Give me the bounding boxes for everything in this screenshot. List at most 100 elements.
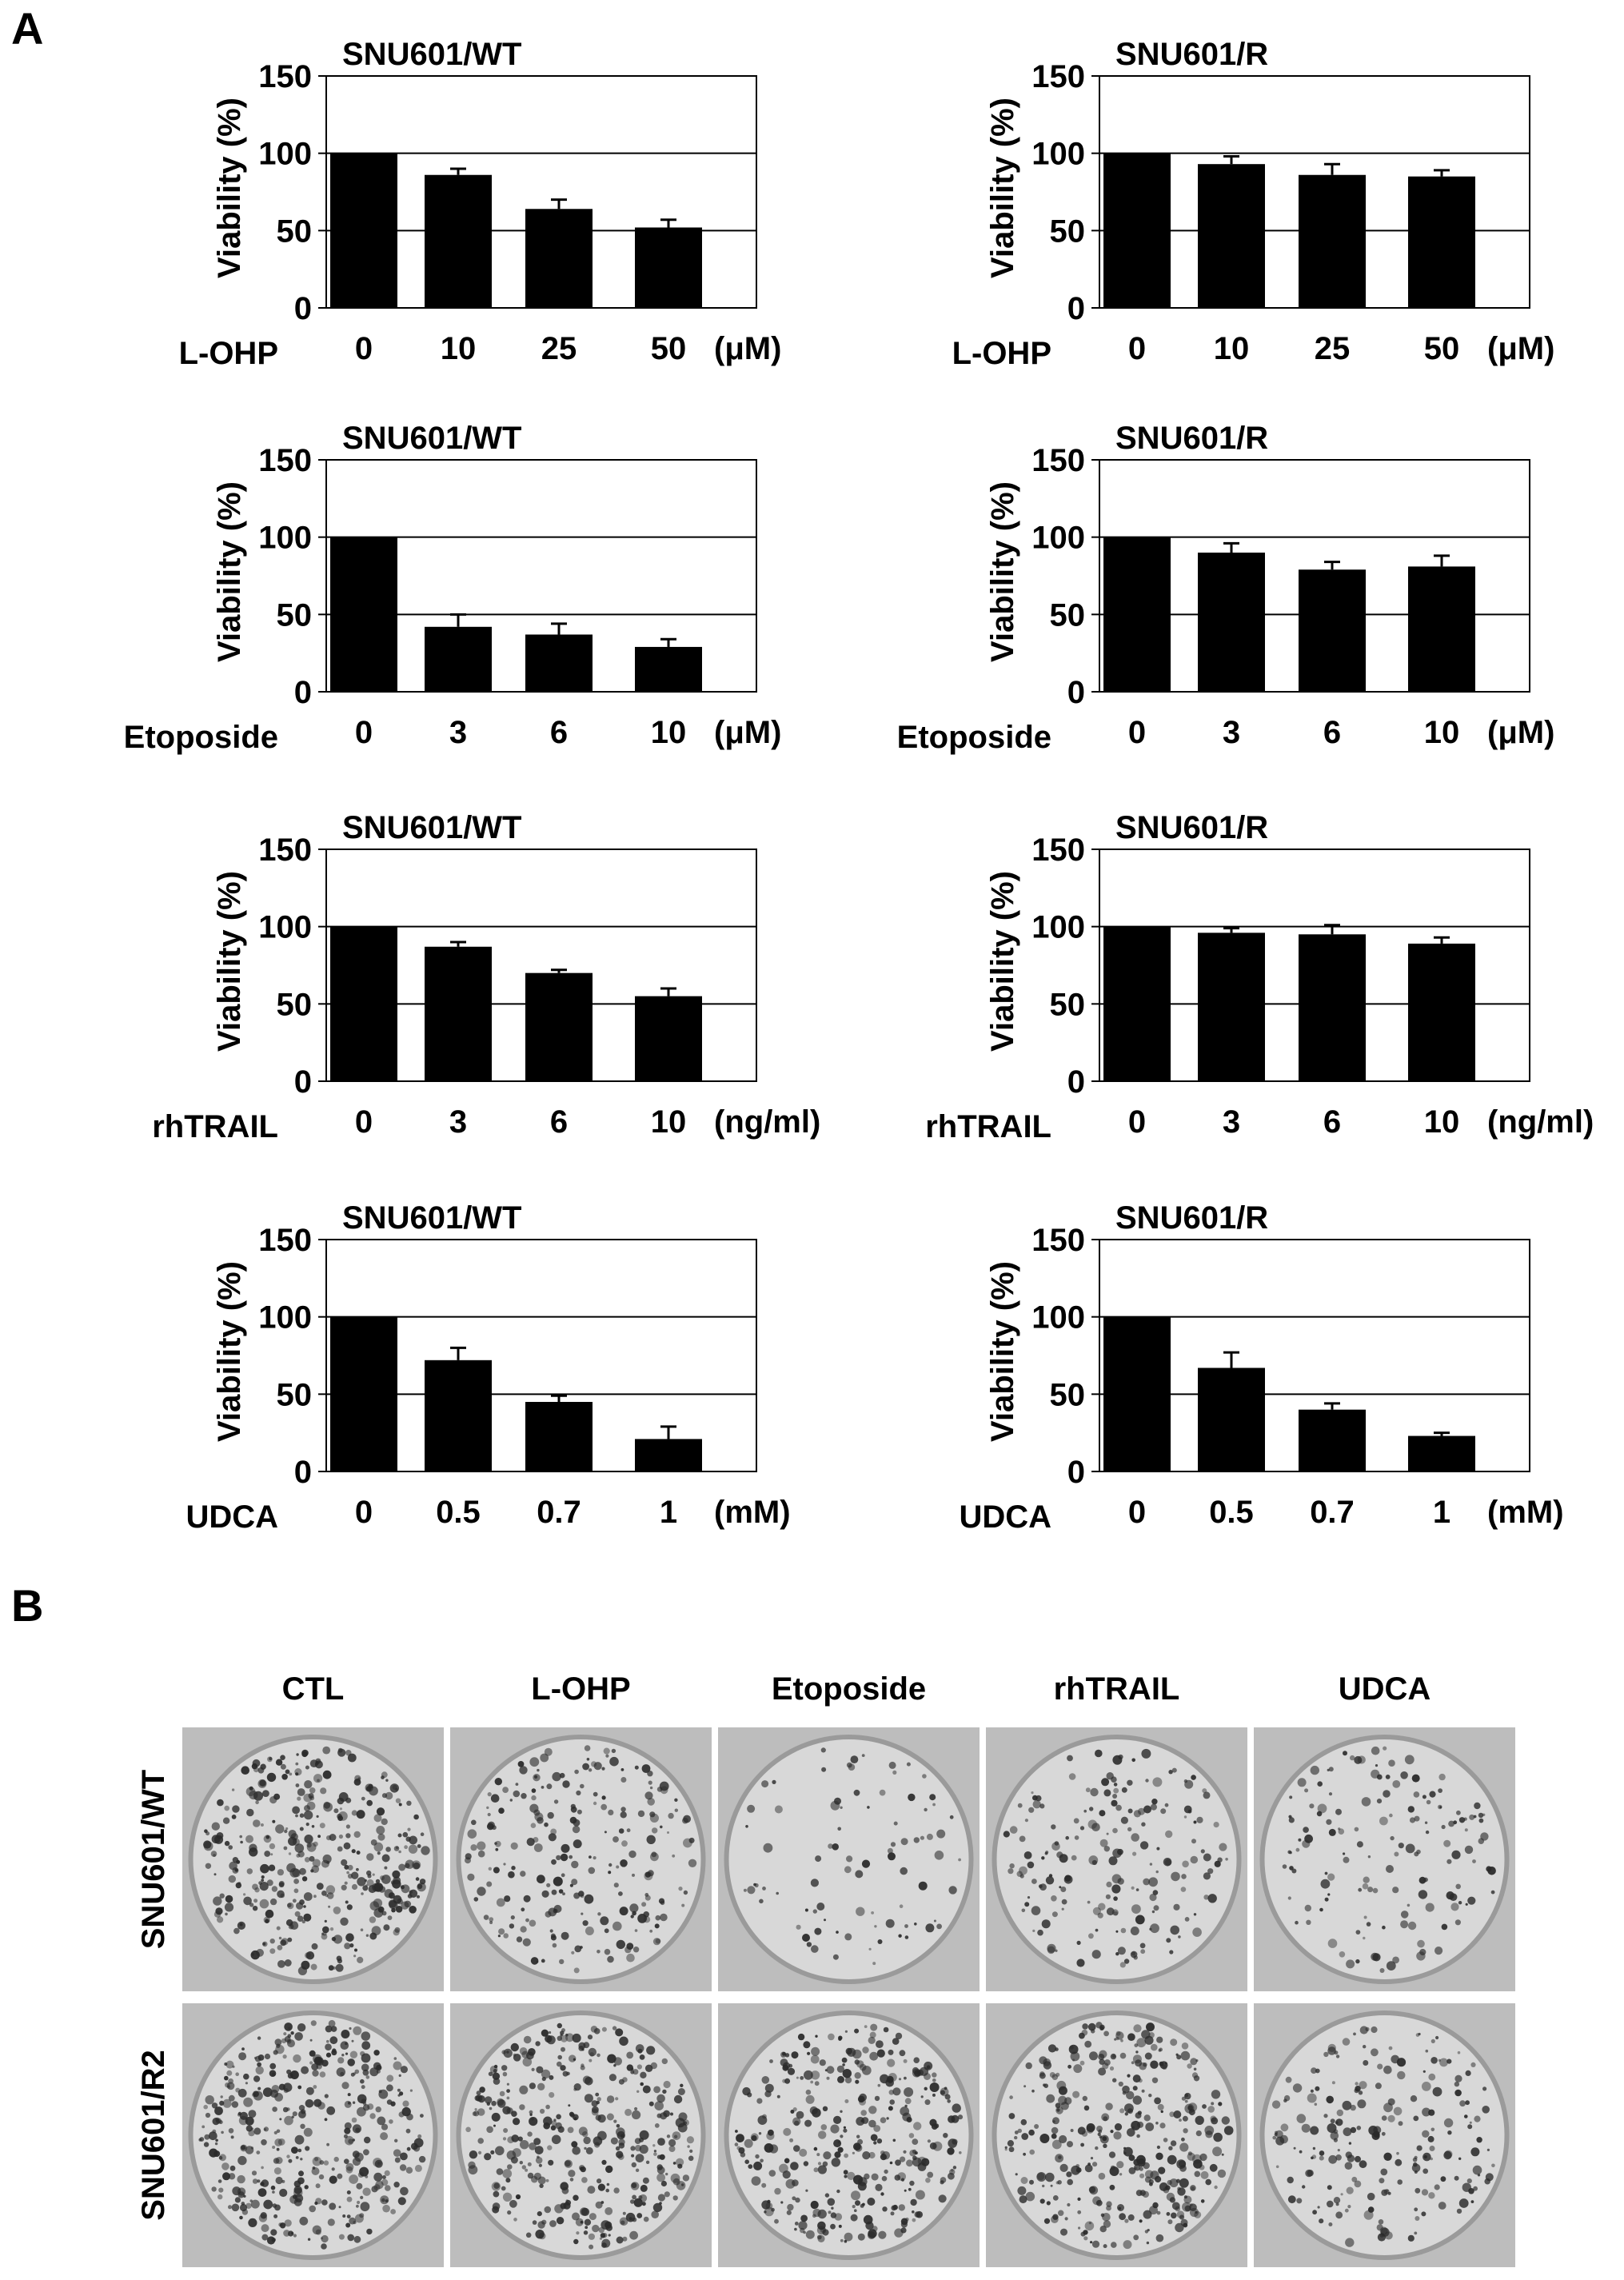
colony [1180, 1887, 1187, 1892]
colony [237, 2174, 245, 2184]
colony [562, 1780, 570, 1788]
colony [756, 2098, 763, 2104]
colony [820, 2124, 828, 2130]
bar [635, 646, 702, 692]
colony [375, 2106, 381, 2113]
colony [347, 2058, 356, 2066]
colony [760, 2158, 764, 2163]
colony [354, 1775, 361, 1782]
colony [1120, 2038, 1123, 2042]
colony [1422, 2107, 1431, 2117]
colony [351, 1883, 358, 1891]
colony [493, 2078, 501, 2085]
colony [333, 1935, 343, 1944]
colony [1326, 2095, 1334, 2104]
colony [1099, 2058, 1105, 2065]
colony [541, 2029, 549, 2037]
colony [341, 2082, 349, 2090]
colony [1134, 2043, 1139, 2048]
colony [385, 1791, 393, 1800]
colony [1148, 2032, 1155, 2038]
colony [615, 2028, 624, 2037]
colony [315, 2183, 321, 2189]
colony [578, 2045, 585, 2051]
colony [1361, 1797, 1371, 1807]
colony [600, 1916, 609, 1926]
colony [631, 2154, 635, 2158]
colony [361, 2031, 371, 2041]
colony [537, 1768, 540, 1772]
colony [622, 2211, 626, 2215]
colony [295, 1772, 299, 1776]
colony [924, 2086, 928, 2090]
colony [1083, 2236, 1088, 2241]
colony [383, 1924, 390, 1931]
colony [357, 2200, 361, 2205]
colony [204, 1829, 208, 1833]
colony [352, 2101, 356, 2104]
colony [373, 1842, 384, 1852]
colony [1183, 1815, 1187, 1819]
colony [877, 1939, 883, 1944]
colony [266, 1879, 273, 1887]
colony [1067, 2178, 1073, 2186]
colony [1037, 1929, 1043, 1936]
colony [867, 1806, 870, 1809]
colony [309, 2050, 316, 2057]
colony [762, 1887, 766, 1891]
colony [1167, 2219, 1173, 2225]
colony [635, 2168, 640, 2172]
colony [654, 2101, 664, 2110]
colony [347, 1753, 357, 1763]
colony [1422, 2152, 1431, 2162]
colony [576, 1790, 581, 1796]
colony [1047, 1946, 1055, 1955]
colony [550, 2125, 557, 2130]
colony [364, 1879, 367, 1883]
colony [601, 2026, 607, 2032]
colony [1091, 1859, 1097, 1866]
colony [486, 1806, 489, 1810]
colony [214, 2106, 223, 2115]
colony [395, 1906, 403, 1913]
colony [768, 2129, 774, 2136]
colony [1103, 2059, 1111, 2066]
colony [1141, 1748, 1151, 1759]
colony [933, 1919, 936, 1923]
colony-dish-tile [1254, 2003, 1515, 2267]
colony [1398, 1843, 1404, 1849]
colony [228, 2205, 232, 2210]
colony [333, 1907, 341, 1915]
colony [1359, 2026, 1368, 2034]
colony [860, 2110, 867, 2116]
colony [502, 1787, 509, 1794]
colony [295, 1762, 299, 1766]
colony [1328, 1767, 1334, 1772]
colony [301, 1960, 310, 1970]
colony [546, 1783, 553, 1790]
colony [1043, 2083, 1046, 2087]
colony [356, 1810, 365, 1819]
colony [553, 1876, 563, 1887]
colony [279, 2118, 282, 2121]
colony [503, 2128, 509, 2133]
colony [232, 1805, 240, 1813]
colony [519, 1766, 528, 1775]
colony [365, 2075, 370, 2079]
colony [1419, 1876, 1426, 1884]
colony [1203, 1895, 1209, 1900]
colony [1058, 2155, 1062, 2159]
colony [367, 2103, 374, 2110]
colony [328, 1905, 331, 1908]
colony [234, 2197, 241, 2203]
chart-title: SNU601/R [1115, 421, 1268, 456]
colony [949, 1815, 954, 1819]
colony [405, 2166, 413, 2174]
colony [1296, 2198, 1303, 2204]
colony [1046, 2201, 1051, 2206]
x-tick-label: 0 [1128, 1104, 1146, 1140]
colony [365, 1934, 369, 1937]
colony [1019, 1874, 1024, 1879]
colony [565, 2199, 572, 2206]
colony [1032, 1929, 1035, 1932]
